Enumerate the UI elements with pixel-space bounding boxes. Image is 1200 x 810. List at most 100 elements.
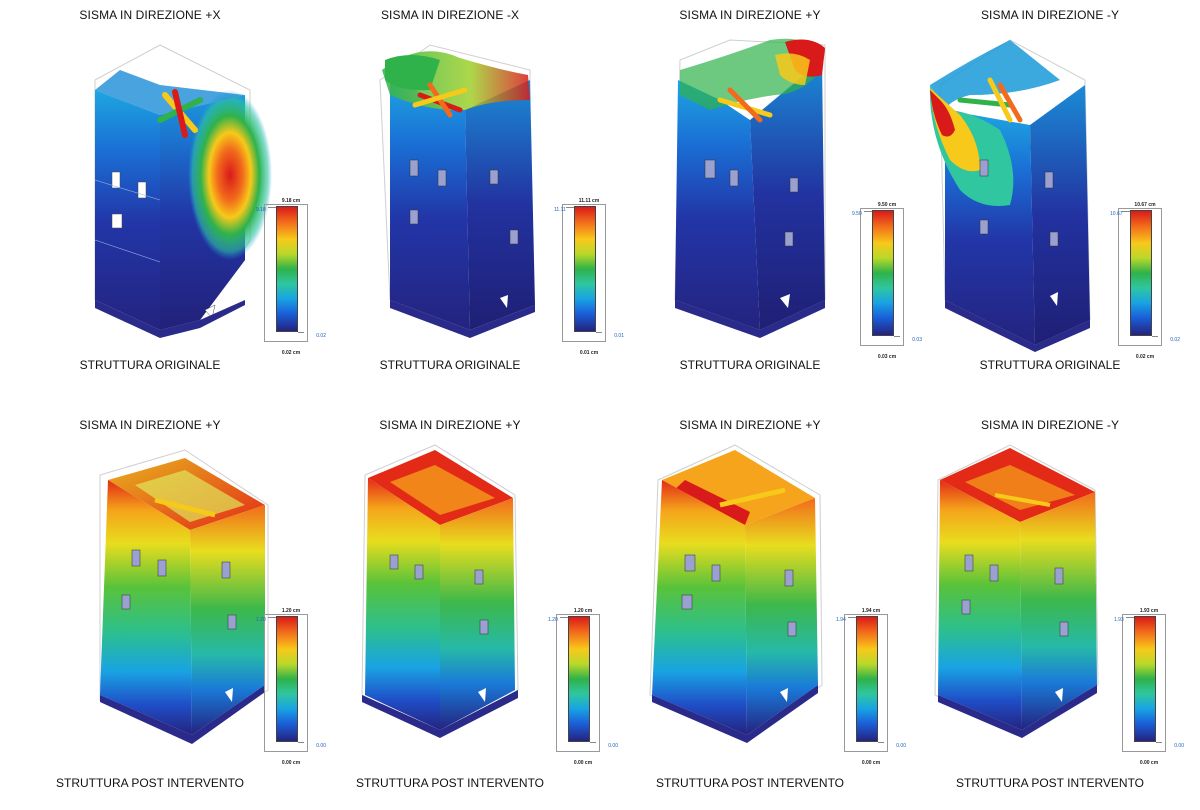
- color-legend: 1.20 cm 1.20 0.00 0.00 cm: [256, 608, 326, 778]
- legend-bottom-label: 0.01 cm: [579, 350, 599, 356]
- legend-max-value: 1.93: [1114, 617, 1124, 623]
- panel-post-minus-y: SISMA IN DIREZIONE -Y 1.93 cm 1.93 0.00 …: [900, 410, 1200, 810]
- panel-title: SISMA IN DIREZIONE +Y: [79, 418, 221, 432]
- tower-model-original: [94, 44, 272, 338]
- legend-frame: [844, 614, 888, 752]
- legend-min-tick: [1152, 336, 1158, 337]
- legend-min-value: 0.03: [912, 337, 922, 343]
- legend-top-label: 1.94 cm: [861, 608, 881, 614]
- color-legend: 1.20 cm 1.20 0.00 0.00 cm: [548, 608, 618, 778]
- legend-max-tick: [1126, 617, 1134, 618]
- legend-bottom-label: 0.02 cm: [281, 350, 301, 356]
- legend-color-bar: [568, 616, 590, 742]
- legend-frame: [860, 208, 904, 346]
- legend-top-label: 9.18 cm: [281, 198, 301, 204]
- legend-frame: [264, 614, 308, 752]
- legend-frame: [1122, 614, 1166, 752]
- legend-max-value: 11.11: [554, 207, 566, 213]
- panel-caption: STRUTTURA ORIGINALE: [979, 358, 1121, 372]
- legend-frame: [264, 204, 308, 342]
- legend-bottom-label: 0.02 cm: [1135, 354, 1155, 360]
- legend-max-tick: [864, 211, 872, 212]
- tower-model-post-intervention: [934, 444, 1099, 738]
- tower-model-post-intervention: [99, 449, 269, 744]
- tower-model-post-intervention: [361, 444, 519, 738]
- panel-original-plus-x: SISMA IN DIREZIONE +X 9.18 cm 9.18 0.02 …: [0, 0, 326, 400]
- legend-color-bar: [856, 616, 878, 742]
- panel-caption: STRUTTURA POST INTERVENTO: [955, 776, 1145, 790]
- tower-model-original: [929, 39, 1091, 352]
- legend-min-tick: [298, 332, 304, 333]
- panel-post-plus-y-3: SISMA IN DIREZIONE +Y 1.94 cm 1.94 0.00 …: [600, 410, 906, 810]
- legend-color-bar: [1134, 616, 1156, 742]
- legend-top-label: 11.11 cm: [578, 198, 600, 204]
- panel-caption: STRUTTURA POST INTERVENTO: [355, 776, 545, 790]
- legend-min-tick: [298, 742, 304, 743]
- legend-max-tick: [1122, 211, 1130, 212]
- legend-max-value: 1.94: [836, 617, 846, 623]
- panel-post-plus-y-2: SISMA IN DIREZIONE +Y 1.20 cm 1.20 0.00 …: [300, 410, 618, 810]
- legend-bottom-label: 0.00 cm: [861, 760, 881, 766]
- color-legend: 9.50 cm 9.50 0.03 0.03 cm: [852, 202, 922, 372]
- legend-top-label: 1.20 cm: [573, 608, 593, 614]
- panel-original-minus-x: SISMA IN DIREZIONE -X 11.11 cm 11.11 0.0…: [300, 0, 624, 400]
- legend-min-value: 0.00: [608, 743, 618, 749]
- legend-bottom-label: 0.00 cm: [573, 760, 593, 766]
- panel-title: SISMA IN DIREZIONE +Y: [679, 8, 821, 22]
- legend-max-tick: [566, 207, 574, 208]
- legend-bottom-label: 0.00 cm: [1139, 760, 1159, 766]
- legend-min-tick: [894, 336, 900, 337]
- panel-title: SISMA IN DIREZIONE -X: [380, 8, 520, 22]
- panel-caption: STRUTTURA ORIGINALE: [379, 358, 521, 372]
- panel-caption: STRUTTURA POST INTERVENTO: [55, 776, 245, 790]
- color-legend: 11.11 cm 11.11 0.01 0.01 cm: [554, 198, 624, 368]
- tower-model-post-intervention: [649, 444, 823, 743]
- legend-min-tick: [878, 742, 884, 743]
- legend-max-tick: [848, 617, 856, 618]
- legend-max-value: 1.20: [548, 617, 558, 623]
- legend-min-value: 0.02: [1170, 337, 1180, 343]
- legend-min-tick: [590, 742, 596, 743]
- legend-max-tick: [268, 617, 276, 618]
- panel-post-plus-y-1: SISMA IN DIREZIONE +Y 1.20 cm 1.20 0.00 …: [0, 410, 326, 810]
- panel-title: SISMA IN DIREZIONE -Y: [980, 8, 1120, 22]
- legend-frame: [1118, 208, 1162, 346]
- legend-max-value: 9.50: [852, 211, 862, 217]
- legend-min-value: 0.00: [1174, 743, 1184, 749]
- panel-original-minus-y: SISMA IN DIREZIONE -Y 10.67 cm 10.67 0.0…: [900, 0, 1200, 400]
- legend-color-bar: [872, 210, 894, 336]
- legend-frame: [556, 614, 600, 752]
- color-legend: 10.67 cm 10.67 0.02 0.02 cm: [1110, 202, 1180, 372]
- legend-min-value: 0.02: [316, 333, 326, 339]
- legend-color-bar: [276, 206, 298, 332]
- legend-bottom-label: 0.03 cm: [877, 354, 897, 360]
- legend-max-value: 9.18: [256, 207, 266, 213]
- legend-max-value: 1.20: [256, 617, 266, 623]
- legend-max-tick: [268, 207, 276, 208]
- color-legend: 1.94 cm 1.94 0.00 0.00 cm: [836, 608, 906, 778]
- panel-caption: STRUTTURA ORIGINALE: [679, 358, 821, 372]
- panel-caption: STRUTTURA ORIGINALE: [79, 358, 221, 372]
- legend-bottom-label: 0.00 cm: [281, 760, 301, 766]
- legend-min-value: 0.01: [614, 333, 624, 339]
- legend-top-label: 9.50 cm: [877, 202, 897, 208]
- legend-frame: [562, 204, 606, 342]
- legend-color-bar: [574, 206, 596, 332]
- legend-top-label: 1.20 cm: [281, 608, 301, 614]
- panel-title: SISMA IN DIREZIONE +Y: [679, 418, 821, 432]
- color-legend: 1.93 cm 1.93 0.00 0.00 cm: [1114, 608, 1184, 778]
- panel-title: SISMA IN DIREZIONE -Y: [980, 418, 1120, 432]
- legend-color-bar: [1130, 210, 1152, 336]
- tower-model-original: [674, 38, 826, 338]
- legend-min-value: 0.00: [896, 743, 906, 749]
- legend-min-tick: [596, 332, 602, 333]
- legend-color-bar: [276, 616, 298, 742]
- legend-min-tick: [1156, 742, 1162, 743]
- legend-min-value: 0.00: [316, 743, 326, 749]
- tower-model-original: [379, 44, 535, 338]
- panel-caption: STRUTTURA POST INTERVENTO: [655, 776, 845, 790]
- legend-max-tick: [560, 617, 568, 618]
- panel-title: SISMA IN DIREZIONE +X: [79, 8, 221, 22]
- legend-max-value: 10.67: [1110, 211, 1123, 217]
- legend-top-label: 1.93 cm: [1139, 608, 1159, 614]
